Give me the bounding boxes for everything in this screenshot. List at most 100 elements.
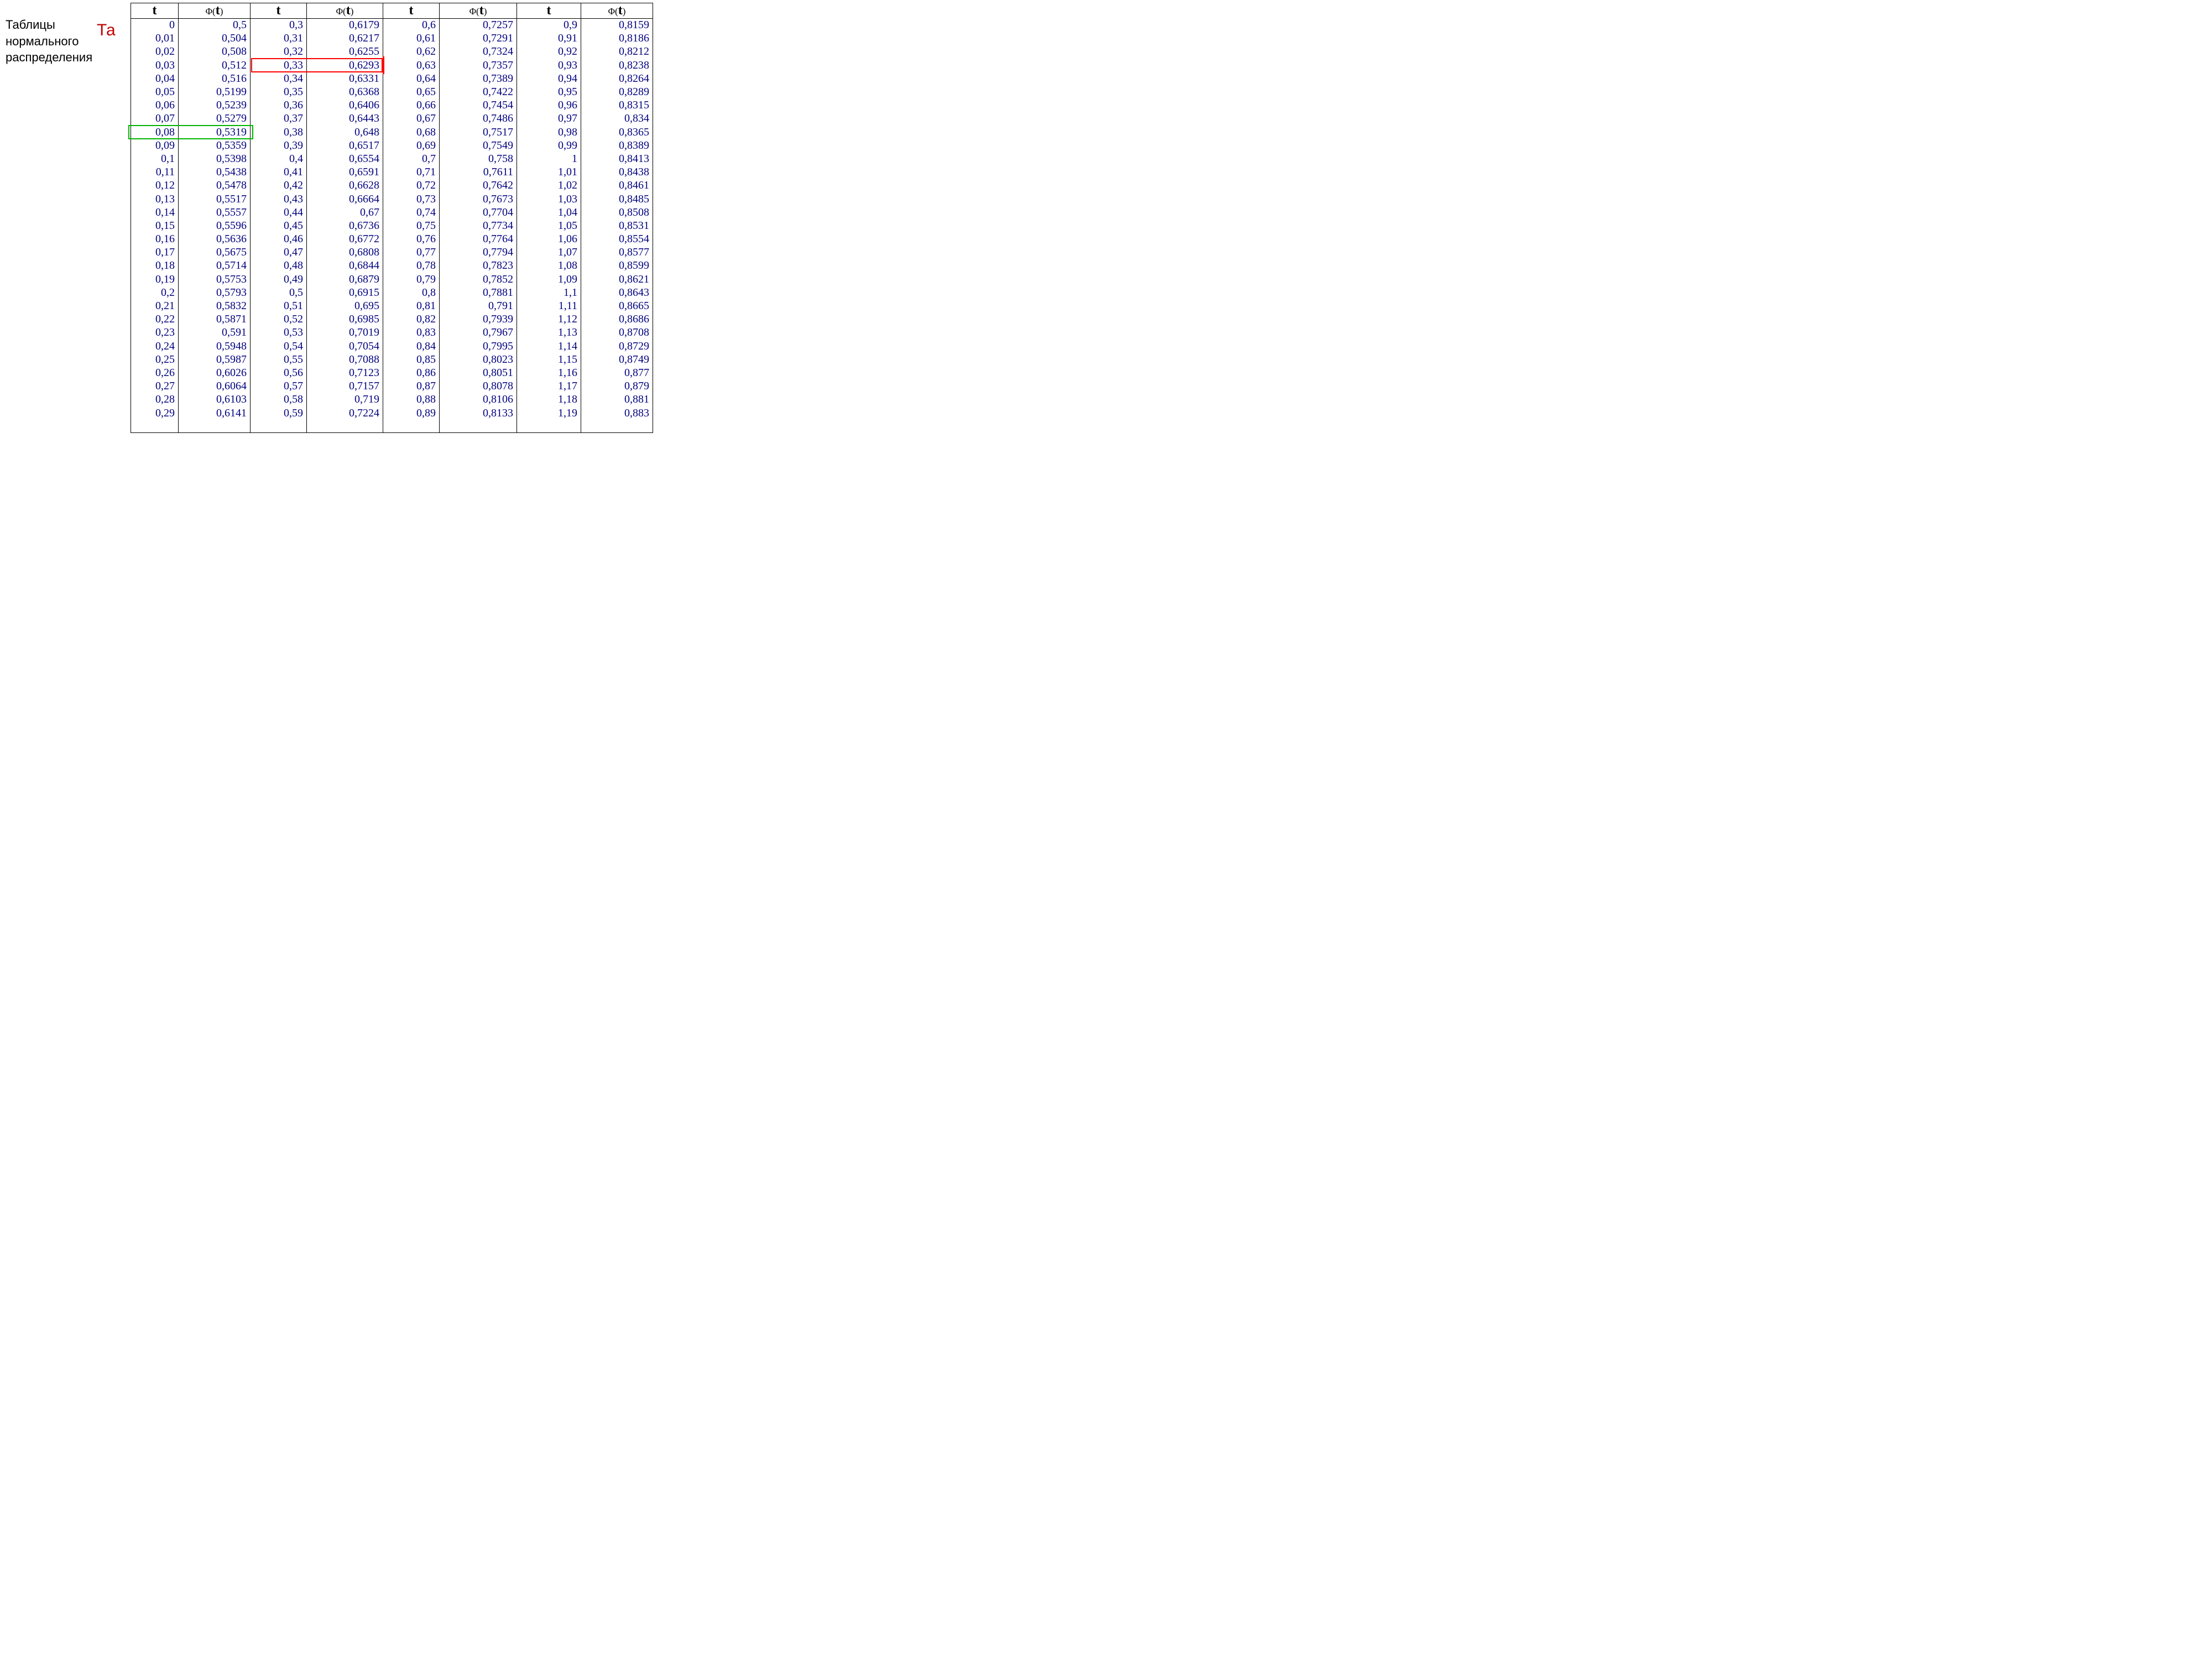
table-cell: 0,49	[251, 273, 307, 286]
table-cell: 0,5714	[179, 259, 251, 273]
table-cell: 0,68	[383, 126, 440, 139]
table-row: 0,130,55170,430,66640,730,76731,030,8485	[131, 192, 653, 206]
table-cell: 0,77	[383, 246, 440, 259]
table-cell: 0,61	[383, 32, 440, 45]
table-row: 0,280,61030,580,7190,880,81061,180,881	[131, 393, 653, 406]
table-cell: 0,06	[131, 99, 179, 112]
table-cell: 0,8315	[581, 99, 653, 112]
table-cell: 0,71	[383, 166, 440, 179]
table-cell: 0,758	[440, 152, 517, 165]
table-cell: 0,5793	[179, 286, 251, 299]
table-cell: 0,7852	[440, 273, 517, 286]
table-cell: 0,8186	[581, 32, 653, 45]
table-cell: 0,877	[581, 366, 653, 379]
table-header-cell: t	[131, 3, 179, 19]
table-cell: 0,8531	[581, 219, 653, 232]
table-cell: 0,508	[179, 45, 251, 59]
table-cell: 0,47	[251, 246, 307, 259]
table-cell: 1,05	[517, 219, 581, 232]
table-cell: 0,9	[517, 19, 581, 32]
table-cell: 0,65	[383, 85, 440, 98]
table-cell: 0,6103	[179, 393, 251, 406]
table-cell	[131, 420, 179, 433]
table-cell: 0,8708	[581, 326, 653, 340]
table-row: 0,220,58710,520,69850,820,79391,120,8686	[131, 313, 653, 326]
table-row: 00,50,30,61790,60,72570,90,8159	[131, 19, 653, 32]
table-header-cell: Φ(t)	[179, 3, 251, 19]
table-cell: 0,8438	[581, 166, 653, 179]
table-cell: 0,6406	[307, 99, 383, 112]
table-cell: 0,82	[383, 313, 440, 326]
table-cell: 0,45	[251, 219, 307, 232]
table-row: 0,10,53980,40,65540,70,75810,8413	[131, 152, 653, 165]
table-cell: 0,512	[179, 59, 251, 72]
table-cell: 0,25	[131, 353, 179, 366]
normal-distribution-table-wrap: tΦ(t)tΦ(t)tΦ(t)tΦ(t) 00,50,30,61790,60,7…	[131, 3, 653, 433]
table-row: 0,240,59480,540,70540,840,79951,140,8729	[131, 340, 653, 353]
table-cell: 0,7673	[440, 192, 517, 206]
table-row: 0,150,55960,450,67360,750,77341,050,8531	[131, 219, 653, 232]
table-cell: 0,8023	[440, 353, 517, 366]
table-row: 0,060,52390,360,64060,660,74540,960,8315	[131, 99, 653, 112]
table-cell: 0,85	[383, 353, 440, 366]
table-cell: 1,13	[517, 326, 581, 340]
table-cell: 0,5557	[179, 206, 251, 219]
table-cell: 0,7642	[440, 179, 517, 192]
table-cell: 0,2	[131, 286, 179, 299]
table-cell: 0,791	[440, 299, 517, 312]
table-cell: 0,79	[383, 273, 440, 286]
table-cell: 0,8212	[581, 45, 653, 59]
table-cell: 0,8621	[581, 273, 653, 286]
table-cell: 0,63	[383, 59, 440, 72]
table-cell: 0,92	[517, 45, 581, 59]
table-cell: 0,7224	[307, 406, 383, 420]
table-cell: 0,7422	[440, 85, 517, 98]
table-cell: 0,15	[131, 219, 179, 232]
title-line-2: нормального	[6, 34, 79, 48]
table-cell: 0,879	[581, 380, 653, 393]
table-cell	[383, 420, 440, 433]
table-cell: 0,5239	[179, 99, 251, 112]
table-cell: 0,8	[383, 286, 440, 299]
table-cell: 0,6141	[179, 406, 251, 420]
table-cell: 1,12	[517, 313, 581, 326]
table-cell: 0,17	[131, 246, 179, 259]
table-cell: 0,7088	[307, 353, 383, 366]
table-cell: 0,26	[131, 366, 179, 379]
table-row: 0,250,59870,550,70880,850,80231,150,8749	[131, 353, 653, 366]
table-cell: 0,8051	[440, 366, 517, 379]
table-cell	[517, 420, 581, 433]
table-cell: 0,6664	[307, 192, 383, 206]
table-row: 0,260,60260,560,71230,860,80511,160,877	[131, 366, 653, 379]
table-row: 0,030,5120,330,62930,630,73570,930,8238	[131, 59, 653, 72]
table-row: 0,090,53590,390,65170,690,75490,990,8389	[131, 139, 653, 152]
table-cell: 0,38	[251, 126, 307, 139]
table-cell: 0,64	[383, 72, 440, 85]
table-cell: 0,07	[131, 112, 179, 126]
table-cell: 0,53	[251, 326, 307, 340]
table-row: 0,160,56360,460,67720,760,77641,060,8554	[131, 233, 653, 246]
table-row: 0,190,57530,490,68790,790,78521,090,8621	[131, 273, 653, 286]
table-cell: 0,7734	[440, 219, 517, 232]
table-cell: 1,06	[517, 233, 581, 246]
table-row: 0,110,54380,410,65910,710,76111,010,8438	[131, 166, 653, 179]
table-cell: 0,19	[131, 273, 179, 286]
table-cell: 0,14	[131, 206, 179, 219]
table-cell: 0,84	[383, 340, 440, 353]
table-cell: 1,01	[517, 166, 581, 179]
table-cell: 0,04	[131, 72, 179, 85]
table-cell: 0,6772	[307, 233, 383, 246]
table-cell: 0,95	[517, 85, 581, 98]
table-cell: 0,72	[383, 179, 440, 192]
table-cell: 0,31	[251, 32, 307, 45]
table-cell: 0,11	[131, 166, 179, 179]
table-cell: 0,7823	[440, 259, 517, 273]
table-cell: 0,4	[251, 152, 307, 165]
table-cell: 0,8365	[581, 126, 653, 139]
table-cell: 0,48	[251, 259, 307, 273]
table-cell: 0,5478	[179, 179, 251, 192]
table-row: 0,230,5910,530,70190,830,79671,130,8708	[131, 326, 653, 340]
title-line-3: распределения	[6, 50, 92, 64]
table-cell: 0,96	[517, 99, 581, 112]
table-cell: 0,7324	[440, 45, 517, 59]
